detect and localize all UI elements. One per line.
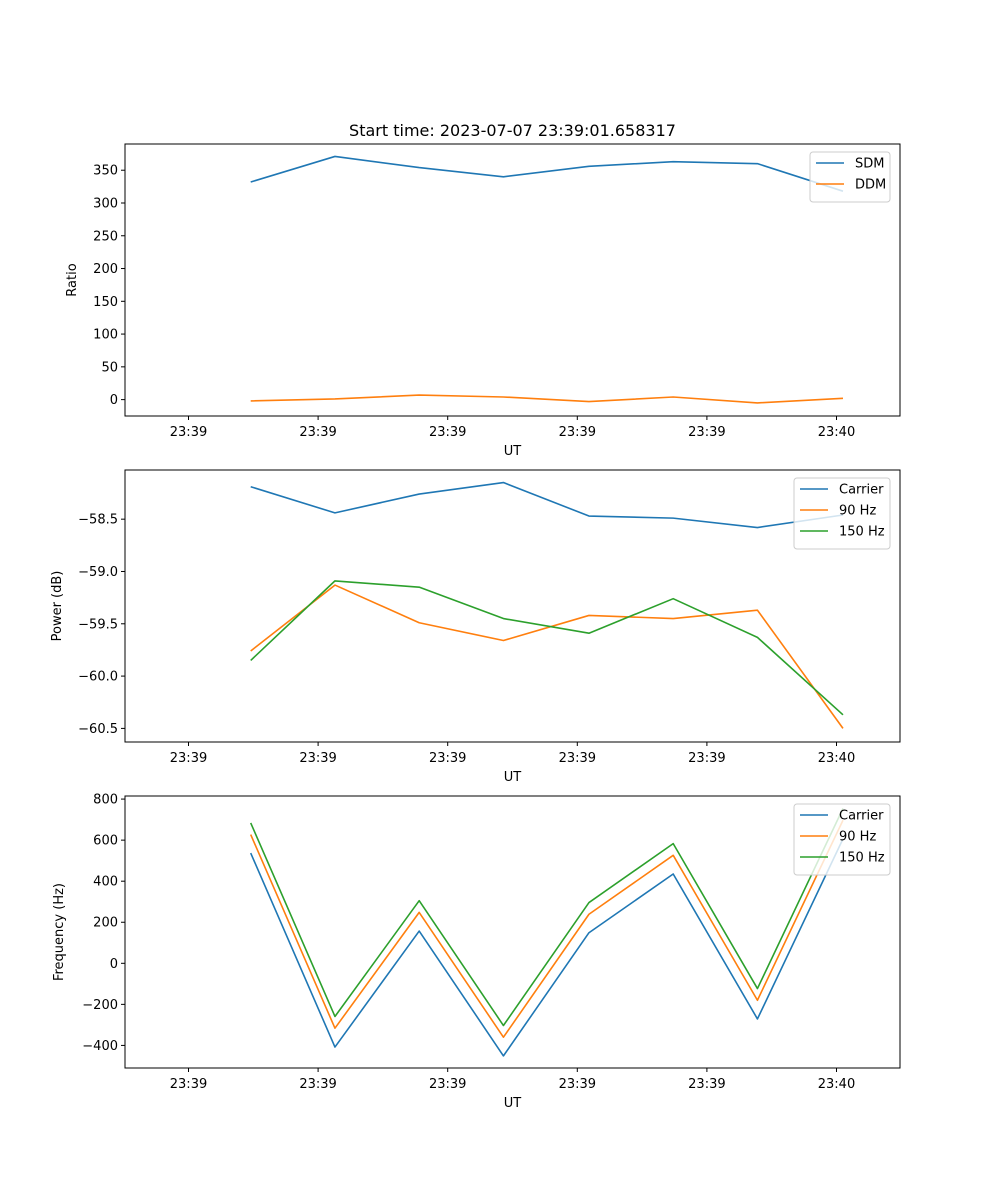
x-tick-label: 23:39 <box>559 751 596 766</box>
series-line-carrier <box>250 481 844 529</box>
axes-frame <box>124 795 901 1069</box>
series-line-ddm <box>250 394 844 404</box>
x-tick-label: 23:39 <box>299 1077 336 1092</box>
legend: SDM DDM <box>809 151 891 203</box>
y-tick-label: −60.5 <box>78 722 118 737</box>
legend-frame <box>809 151 891 203</box>
x-tick-label: 23:39 <box>559 1077 596 1092</box>
subplots: 23:39 23:39 23:39 23:39 23:39 23:40 0 50 100 150 2… <box>50 143 901 1111</box>
series-line-150-hz <box>250 580 844 716</box>
legend: Carrier 90 Hz 150 Hz <box>793 803 891 876</box>
x-tick-label: 23:40 <box>818 751 855 766</box>
y-tick-label: 350 <box>93 164 118 179</box>
series-line-150-hz <box>249 808 844 1027</box>
y-tick-label: −200 <box>82 998 118 1013</box>
legend-label: Carrier <box>839 483 884 498</box>
x-tick-label: 23:39 <box>688 751 725 766</box>
legend-label: 90 Hz <box>839 504 876 519</box>
series-line-sdm <box>250 155 844 192</box>
y-tick-label: 50 <box>101 360 118 375</box>
x-tick-label: 23:39 <box>299 425 336 440</box>
legend-label: 90 Hz <box>839 830 876 845</box>
series-line-90-hz <box>249 819 844 1039</box>
x-tick-label: 23:39 <box>170 751 207 766</box>
y-tick-label: 0 <box>110 393 118 408</box>
x-tick-label: 23:39 <box>688 1077 725 1092</box>
y-tick-label: −59.0 <box>78 565 118 580</box>
figure-title: Start time: 2023-07-07 23:39:01.658317 <box>349 121 676 140</box>
y-axis-label: Power (dB) <box>50 571 65 642</box>
x-tick-label: 23:40 <box>818 425 855 440</box>
subplot-frequency: 23:39 23:39 23:39 23:39 23:39 23:40 −400 −200 0 2… <box>52 793 901 1111</box>
y-tick-label: 250 <box>93 229 118 244</box>
x-axis-label: UT <box>504 444 522 459</box>
y-tick-label: 200 <box>93 916 118 931</box>
x-tick-label: 23:39 <box>559 425 596 440</box>
x-tick-label: 23:39 <box>429 1077 466 1092</box>
legend-label: 150 Hz <box>839 525 885 540</box>
series-line-carrier <box>249 838 844 1057</box>
x-tick-label: 23:39 <box>688 425 725 440</box>
subplot-power: 23:39 23:39 23:39 23:39 23:39 23:40 −60.5 −60.0… <box>50 469 901 785</box>
y-axis-label: Frequency (Hz) <box>52 883 67 981</box>
x-tick-label: 23:40 <box>818 1077 855 1092</box>
y-tick-label: 400 <box>93 875 118 890</box>
y-tick-label: −59.5 <box>78 617 118 632</box>
x-axis-label: UT <box>504 770 522 785</box>
y-tick-label: 150 <box>93 295 118 310</box>
y-tick-label: 800 <box>93 793 118 808</box>
x-tick-label: 23:39 <box>170 425 207 440</box>
x-tick-label: 23:39 <box>429 425 466 440</box>
y-tick-label: −400 <box>82 1039 118 1054</box>
y-tick-label: 200 <box>93 262 118 277</box>
x-tick-label: 23:39 <box>299 751 336 766</box>
y-tick-label: −60.0 <box>78 670 118 685</box>
series-line-90-hz <box>250 584 844 729</box>
legend: Carrier 90 Hz 150 Hz <box>793 477 891 550</box>
legend-label: Carrier <box>839 809 884 824</box>
x-axis-label: UT <box>504 1096 522 1111</box>
subplot-ratio: 23:39 23:39 23:39 23:39 23:39 23:40 0 50 100 150 2… <box>65 143 901 459</box>
y-tick-label: 300 <box>93 196 118 211</box>
legend-label: 150 Hz <box>839 851 885 866</box>
y-tick-label: 600 <box>93 834 118 849</box>
x-tick-label: 23:39 <box>170 1077 207 1092</box>
y-tick-label: 100 <box>93 328 118 343</box>
axes-frame <box>124 143 901 417</box>
y-tick-label: −58.5 <box>78 513 118 528</box>
legend-label: SDM <box>855 157 884 172</box>
legend-label: DDM <box>855 178 886 193</box>
y-tick-label: 0 <box>110 957 118 972</box>
x-tick-label: 23:39 <box>429 751 466 766</box>
y-axis-label: Ratio <box>65 263 80 296</box>
axes-frame <box>124 469 901 743</box>
